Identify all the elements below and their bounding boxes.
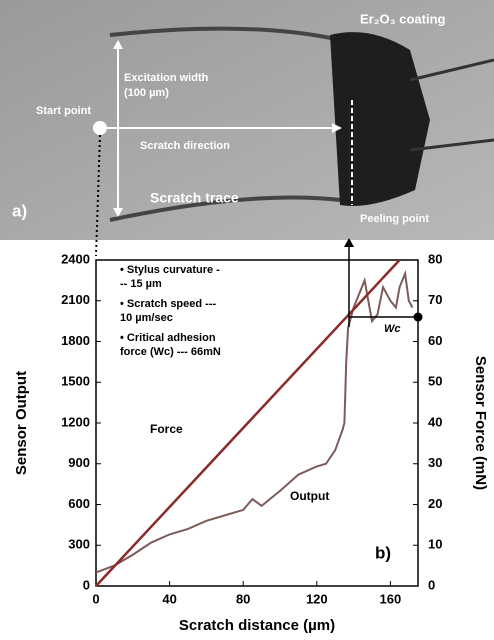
note: force (Wc) --- 66mN xyxy=(120,346,221,358)
y2-axis-label: Sensor Force (mN) xyxy=(472,356,489,490)
x-axis-label: Scratch distance (µm) xyxy=(179,617,335,634)
wc-point xyxy=(413,312,423,322)
note: -- 15 µm xyxy=(120,278,162,290)
label: Start point xyxy=(36,105,91,117)
y2-tick-label: 30 xyxy=(428,455,442,470)
x-tick-label: 40 xyxy=(162,591,176,606)
note: 10 µm/sec xyxy=(120,312,173,324)
y2-tick-label: 50 xyxy=(428,374,442,389)
label: Er₂O₃ coating xyxy=(360,11,446,26)
plot-area xyxy=(95,259,419,587)
y2-tick-label: 60 xyxy=(428,333,442,348)
series-label: Force xyxy=(150,422,183,436)
label: Scratch trace xyxy=(150,190,239,206)
note: • Stylus curvature - xyxy=(120,264,220,276)
x-tick-label: 0 xyxy=(92,591,99,606)
y-tick-label: 2400 xyxy=(61,251,90,266)
connector xyxy=(95,134,101,257)
series-label: Output xyxy=(290,489,329,503)
y-axis-label: Sensor Output xyxy=(13,371,30,475)
y-tick-label: 1500 xyxy=(61,374,90,389)
x-tick-label: 160 xyxy=(380,591,402,606)
label: Scratch direction xyxy=(140,140,230,152)
arrow-head xyxy=(344,238,354,247)
micrograph: Er₂O₃ coating Excitation width (100 µm) … xyxy=(0,0,494,240)
label: (100 µm) xyxy=(124,87,169,99)
series-line xyxy=(95,269,414,574)
panel-label: b) xyxy=(375,543,391,562)
y2-tick-label: 20 xyxy=(428,496,442,511)
label: a) xyxy=(12,201,27,220)
y2-tick-label: 0 xyxy=(428,577,435,592)
y-tick-label: 1200 xyxy=(61,414,90,429)
label: Excitation width xyxy=(124,72,209,84)
note: • Critical adhesion xyxy=(120,332,216,344)
y-tick-label: 2100 xyxy=(61,292,90,307)
y2-tick-label: 40 xyxy=(428,414,442,429)
x-tick-label: 120 xyxy=(306,591,328,606)
y-tick-label: 300 xyxy=(68,537,90,552)
label: Peeling point xyxy=(360,213,429,225)
wc-label: Wc xyxy=(384,323,401,335)
y-tick-label: 1800 xyxy=(61,333,90,348)
y-tick-label: 600 xyxy=(68,496,90,511)
x-tick-label: 80 xyxy=(236,591,250,606)
y-tick-label: 0 xyxy=(83,577,90,592)
note: • Scratch speed --- xyxy=(120,298,216,310)
y2-tick-label: 10 xyxy=(428,537,442,552)
y2-tick-label: 70 xyxy=(428,292,442,307)
y-tick-label: 900 xyxy=(68,455,90,470)
y2-tick-label: 80 xyxy=(428,251,442,266)
